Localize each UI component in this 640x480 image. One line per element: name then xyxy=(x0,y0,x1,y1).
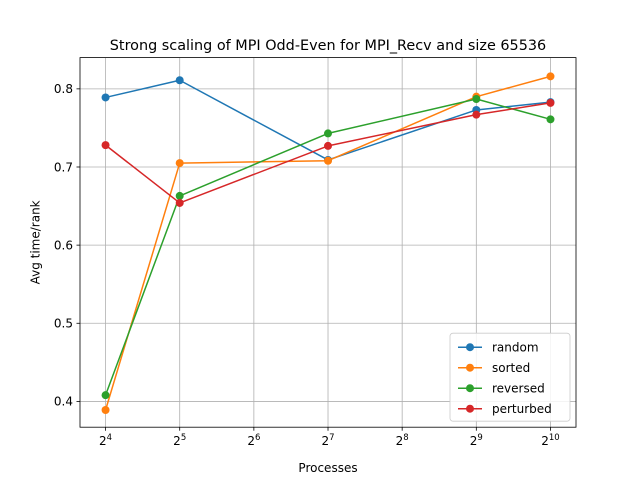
legend-marker-sorted xyxy=(466,363,474,372)
y-axis-title: Avg time/rank xyxy=(29,200,43,284)
series-group xyxy=(101,72,555,415)
legend-box xyxy=(449,332,571,422)
x-tick-label: 25 xyxy=(173,433,186,448)
legend-item: random xyxy=(458,341,539,355)
y-axis: 0.4 0.5 0.6 0.7 0.8 xyxy=(54,82,80,409)
x-tick-label-exponent: 6 xyxy=(255,433,260,443)
x-tick-label-exponent: 8 xyxy=(403,433,408,443)
data-point-sorted xyxy=(175,159,184,168)
x-tick-label-exponent: 9 xyxy=(477,433,482,443)
data-point-sorted xyxy=(324,156,333,165)
x-axis-title: Processes xyxy=(298,461,357,475)
y-tick-label: 0.7 xyxy=(54,160,73,174)
x-tick-label-base: 2 xyxy=(321,434,329,448)
data-point-perturbed xyxy=(101,141,110,150)
legend-marker-random xyxy=(466,343,474,352)
x-tick-label-exponent: 7 xyxy=(329,433,334,443)
data-point-reversed xyxy=(546,115,555,124)
y-tick-label: 0.5 xyxy=(54,317,73,331)
y-tick-label: 0.4 xyxy=(54,395,73,409)
x-tick-label-base: 2 xyxy=(99,434,107,448)
x-tick-label-base: 2 xyxy=(173,434,181,448)
data-point-random xyxy=(175,76,184,85)
data-point-perturbed xyxy=(472,110,481,119)
data-point-reversed xyxy=(175,191,184,200)
y-tick-label: 0.8 xyxy=(54,82,73,96)
legend-marker-reversed xyxy=(466,384,474,393)
y-tick-label: 0.6 xyxy=(54,238,73,252)
x-tick-label-base: 2 xyxy=(541,434,549,448)
x-tick-label: 29 xyxy=(470,433,483,448)
data-point-sorted xyxy=(546,72,555,81)
data-point-reversed xyxy=(101,391,110,400)
data-point-perturbed xyxy=(546,98,555,107)
x-tick-label-exponent: 10 xyxy=(549,433,560,443)
x-tick-label-base: 2 xyxy=(247,434,255,448)
x-axis: 24 25 26 27 28 29 210 xyxy=(99,427,560,448)
series-perturbed xyxy=(101,98,555,207)
data-point-sorted xyxy=(101,406,110,415)
x-tick-label: 24 xyxy=(99,433,112,448)
legend-item: perturbed xyxy=(458,402,552,416)
data-point-random xyxy=(101,93,110,102)
legend-label-sorted: sorted xyxy=(492,361,530,375)
x-tick-label: 27 xyxy=(321,433,334,448)
data-point-perturbed xyxy=(324,141,333,150)
legend-item: reversed xyxy=(458,382,545,396)
chart-title: Strong scaling of MPI Odd-Even for MPI_R… xyxy=(110,38,546,54)
x-tick-label: 26 xyxy=(247,433,260,448)
x-tick-label-exponent: 5 xyxy=(181,433,186,443)
x-tick-label-exponent: 4 xyxy=(107,433,112,443)
legend-label-reversed: reversed xyxy=(492,382,545,396)
legend-item: sorted xyxy=(458,361,530,375)
x-tick-label-base: 2 xyxy=(470,434,478,448)
data-point-perturbed xyxy=(175,198,184,207)
x-tick-label: 28 xyxy=(396,433,409,448)
x-tick-label-base: 2 xyxy=(396,434,404,448)
grid xyxy=(80,57,576,428)
data-point-reversed xyxy=(472,95,481,104)
legend-label-random: random xyxy=(492,341,539,355)
series-reversed xyxy=(101,95,555,400)
legend-marker-perturbed xyxy=(466,404,474,413)
x-tick-label: 210 xyxy=(541,433,559,448)
legend-label-perturbed: perturbed xyxy=(492,402,552,416)
legend: random sorted reversed perturbed xyxy=(449,332,571,422)
data-point-reversed xyxy=(324,129,333,138)
